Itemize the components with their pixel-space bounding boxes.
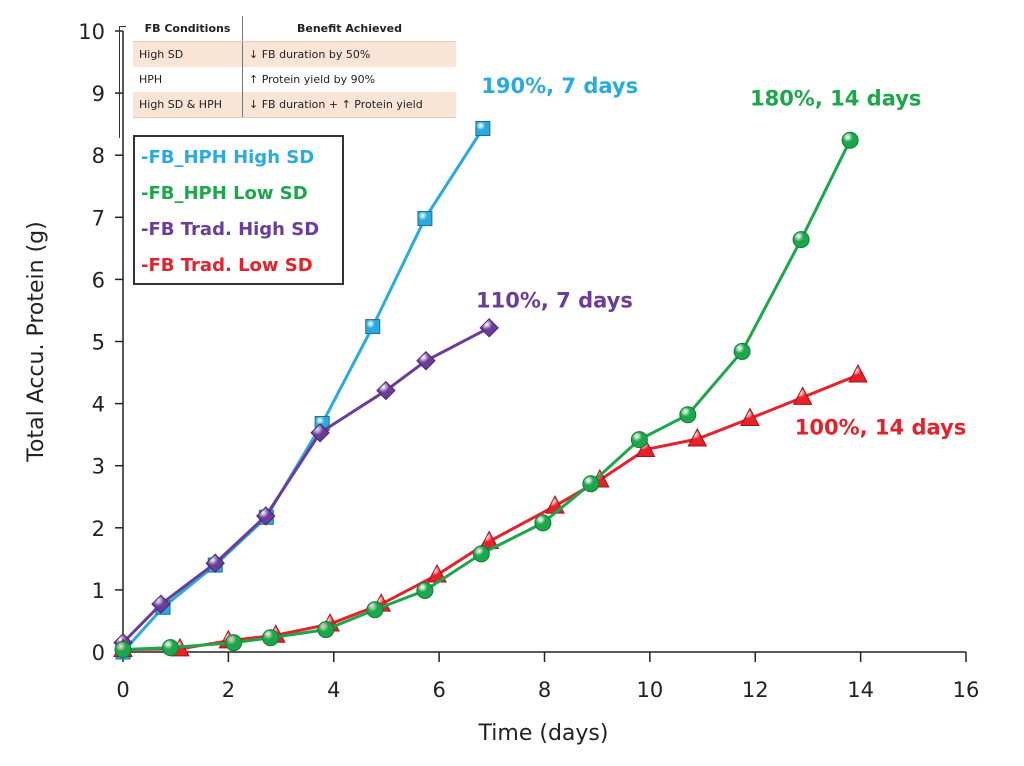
y-tick-label: 3: [92, 455, 105, 479]
data-point: [151, 594, 171, 614]
data-point: [365, 319, 381, 335]
data-point: [317, 621, 335, 639]
data-point: [256, 506, 276, 526]
table-header: FB Conditions: [133, 16, 243, 42]
legend-item-hph-low-sd: -FB_HPH Low SD: [141, 183, 308, 204]
y-axis-title: Total Accu. Protein (g): [24, 221, 49, 462]
data-point: [479, 318, 499, 338]
data-point: [534, 514, 552, 532]
table-bracket: [119, 26, 126, 138]
data-point: [472, 545, 490, 563]
y-ticks: 0 1 2 3 4 5 6 7 8 9 10: [78, 20, 123, 665]
x-axis-title: Time (days): [478, 721, 609, 746]
series-3: [113, 363, 868, 658]
data-point: [582, 475, 600, 493]
data-point: [310, 423, 330, 443]
y-tick-label: 0: [92, 641, 105, 665]
data-point: [376, 380, 396, 401]
series-1: [114, 131, 859, 659]
annotation-label: 180%, 14 days: [750, 87, 921, 111]
data-point: [792, 231, 810, 249]
series-line: [121, 326, 490, 644]
legend-item-trad-low-sd: -FB Trad. Low SD: [141, 255, 313, 276]
data-point: [417, 211, 433, 227]
table-header-row: FB Conditions Benefit Achieved: [133, 16, 456, 42]
y-tick-label: 9: [92, 82, 105, 106]
table-cell: ↓ FB duration by 50%: [242, 41, 456, 67]
y-tick-label: 1: [92, 579, 105, 603]
data-point: [687, 427, 708, 447]
annotation-label: 110%, 7 days: [476, 288, 633, 312]
y-tick-label: 6: [92, 268, 105, 292]
x-ticks: 0 2 4 6 8 10 12 14 16: [116, 652, 979, 702]
data-point: [366, 601, 384, 619]
annotation-label: 190%, 7 days: [481, 74, 638, 98]
y-tick-label: 10: [78, 20, 105, 44]
data-point: [545, 494, 565, 514]
data-point: [205, 553, 225, 573]
data-point: [416, 582, 434, 600]
table-row: High SD & HPH ↓ FB duration + ↑ Protein …: [133, 92, 456, 118]
x-tick-label: 2: [222, 678, 235, 702]
table-cell: High SD: [133, 41, 243, 67]
table-header: Benefit Achieved: [242, 16, 456, 42]
data-point: [679, 406, 697, 424]
y-tick-label: 4: [92, 393, 105, 417]
x-tick-label: 4: [327, 678, 340, 702]
table-cell: ↓ FB duration + ↑ Protein yield: [242, 92, 456, 118]
data-point: [792, 386, 813, 405]
y-tick-label: 8: [92, 144, 105, 168]
annotation-label: 100%, 14 days: [795, 416, 966, 440]
data-point: [416, 351, 436, 371]
x-tick-label: 16: [953, 678, 980, 702]
legend-item-trad-high-sd: -FB Trad. High SD: [141, 219, 320, 240]
table-cell: HPH: [133, 67, 243, 92]
data-point: [225, 634, 243, 652]
table-cell: High SD & HPH: [133, 92, 243, 118]
data-point: [114, 641, 132, 659]
data-point: [848, 363, 868, 383]
x-tick-label: 12: [742, 678, 769, 702]
table-cell: ↑ Protein yield by 90%: [249, 73, 376, 86]
data-point: [740, 407, 760, 427]
data-point: [733, 342, 751, 360]
data-point: [161, 639, 179, 657]
x-tick-label: 10: [637, 678, 664, 702]
series-layer: [113, 120, 868, 660]
table-row: High SD ↓ FB duration by 50%: [133, 41, 456, 67]
legend-item-hph-high-sd: -FB_HPH High SD: [141, 147, 315, 168]
y-tick-label: 5: [92, 331, 105, 355]
x-tick-label: 14: [847, 678, 874, 702]
data-point: [630, 431, 648, 449]
data-point: [635, 438, 656, 458]
y-tick-label: 7: [92, 206, 105, 230]
data-point: [841, 131, 859, 149]
annotations: 190%, 7 days 180%, 14 days 110%, 7 days 100…: [476, 74, 966, 440]
data-point: [475, 120, 491, 136]
series-2: [113, 318, 499, 653]
conditions-table: FB Conditions Benefit Achieved High SD ↓…: [133, 16, 456, 118]
y-tick-label: 2: [92, 517, 105, 541]
table-row: HPH ↑ Protein yield by 90%: [133, 67, 456, 92]
data-point: [262, 629, 280, 647]
x-tick-label: 0: [116, 678, 129, 702]
x-tick-label: 8: [538, 678, 551, 702]
legend: -FB_HPH High SD -FB_HPH Low SD -FB Trad.…: [133, 135, 344, 285]
x-tick-label: 6: [432, 678, 445, 702]
